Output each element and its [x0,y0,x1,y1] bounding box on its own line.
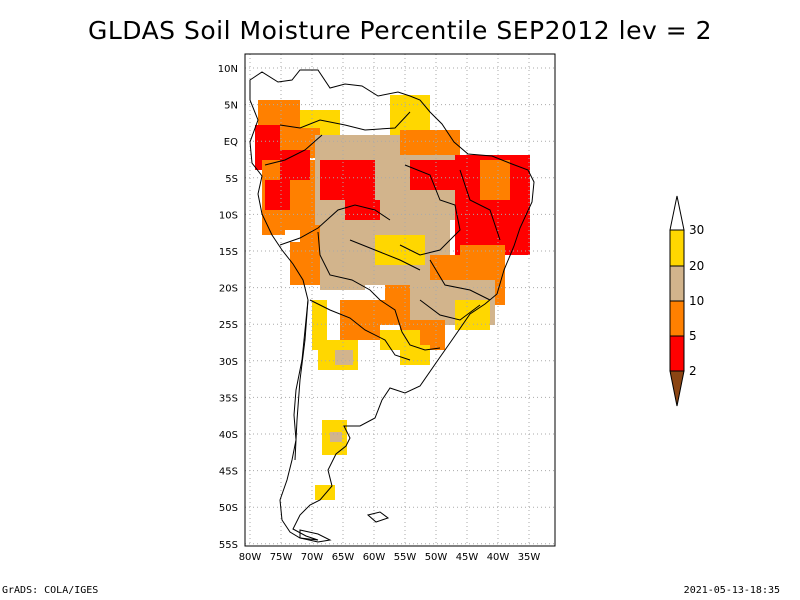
lat-tick-label: 15S [219,247,238,258]
fill-patch [320,160,375,200]
percentile-fill-layer [255,95,530,500]
map-frame [244,53,556,547]
map-title: GLDAS Soil Moisture Percentile SEP2012 l… [87,16,713,45]
lon-tick-label: 40W [487,552,510,563]
country-border [317,231,381,301]
lon-tick-label: 80W [239,552,262,563]
falkland-islands [366,511,390,523]
lat-tick-label: 35S [219,393,238,404]
legend-label: 5 [689,329,697,343]
color-legend: 30 20 10 5 2 [669,195,704,407]
state-border [419,299,481,321]
fill-patch [312,300,327,350]
legend-label: 2 [689,364,697,378]
legend-gt30-arrow [669,195,685,231]
longitude-labels: 80W 75W 70W 65W 60W 55W 50W 45W 40W 35W [239,552,541,563]
legend-labels: 30 20 10 5 2 [689,223,704,378]
state-border [399,164,461,256]
legend-lt2-arrow [669,370,685,407]
legend-2-5 [669,335,685,372]
lat-tick-label: 25S [219,320,238,331]
country-border [294,299,309,461]
state-border [429,259,491,301]
south-america-coastline [249,69,535,541]
lon-tick-label: 65W [332,552,355,563]
fill-patch [265,180,290,210]
legend-label: 30 [689,223,704,237]
lon-tick-label: 35W [518,552,541,563]
coastline-and-borders [249,69,535,543]
fill-patch [315,485,335,500]
state-border [349,239,421,271]
lat-tick-label: 20S [219,284,238,295]
fill-patch [400,345,430,365]
latitude-labels: 10N 5N EQ 5S 10S 15S 20S 25S 30S 35S 40S 45S 50S 55S [218,64,238,551]
lat-tick-label: 10S [219,210,238,221]
legend-10-20 [669,265,685,302]
legend-label: 20 [689,259,704,273]
country-border [309,299,411,361]
lon-tick-label: 50W [425,552,448,563]
lon-tick-label: 60W [363,552,386,563]
lon-tick-label: 55W [394,552,417,563]
legend-20-30 [669,229,685,267]
footer-timestamp: 2021-05-13-18:35 [683,585,780,596]
country-border [279,204,391,246]
lat-tick-label: 5N [224,101,238,112]
fill-patch [365,285,385,300]
fill-patch [340,300,380,340]
tierra-del-fuego [299,529,332,543]
lon-tick-label: 45W [456,552,479,563]
lat-tick-label: 5S [225,174,238,185]
footer-credit: GrADS: COLA/IGES [2,585,99,596]
legend-label: 10 [689,294,704,308]
fill-patch [410,160,460,190]
fill-patch [330,432,342,442]
lat-tick-label: 40S [219,430,238,441]
legend-5-10 [669,300,685,337]
lat-tick-label: 30S [219,357,238,368]
lon-tick-label: 75W [270,552,293,563]
lat-tick-label: 55S [219,540,238,551]
lat-tick-label: 45S [219,467,238,478]
fill-patch [480,160,510,200]
country-border [279,111,411,131]
state-border [459,169,501,241]
fill-patch [400,130,460,155]
lon-tick-label: 70W [301,552,324,563]
lat-tick-label: 10N [218,64,238,75]
lat-tick-label: 50S [219,503,238,514]
country-border [264,134,323,166]
lat-tick-label: EQ [224,137,238,148]
fill-patch [335,350,353,365]
country-border [379,299,441,351]
fill-patch [390,95,430,135]
